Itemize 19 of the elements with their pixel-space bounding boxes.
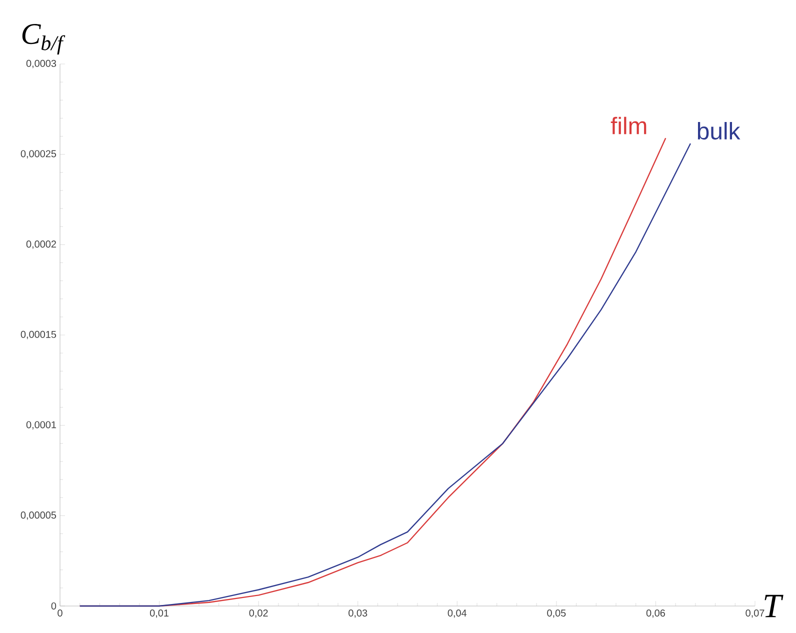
series-label: bulk xyxy=(698,122,740,140)
y-tick-label: 0,00025 xyxy=(20,150,56,158)
y-tick-label: 0,0002 xyxy=(26,240,56,249)
x-tick-label: 0,01 xyxy=(150,610,168,618)
y-tick-label: 0,00005 xyxy=(20,512,56,520)
y-tick-label: 0 xyxy=(51,602,56,610)
x-tick-label: 0,06 xyxy=(646,610,665,618)
x-tick-label: 0,05 xyxy=(547,610,566,618)
x-axis-title: T xyxy=(764,594,784,618)
x-tick-label: 0,04 xyxy=(448,610,467,618)
x-tick-label: 0,07 xyxy=(746,610,764,618)
y-axis-title: C$_{b/f}$ xyxy=(22,24,66,54)
x-tick-label: 0,03 xyxy=(348,610,368,618)
x-tick-label: 0,02 xyxy=(249,610,268,618)
series-label: film xyxy=(610,116,646,134)
x-tick-label: 0 xyxy=(58,610,62,617)
y-tick-label: 0,0001 xyxy=(26,421,56,430)
y-tick-label: 0,0003 xyxy=(26,60,56,68)
y-tick-label: 0,00015 xyxy=(20,330,56,340)
